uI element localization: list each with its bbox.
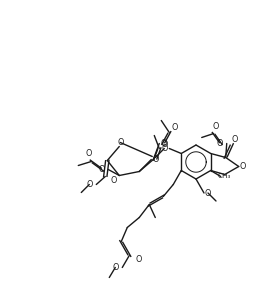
Text: O: O [85, 149, 92, 158]
Text: CH₃: CH₃ [218, 173, 231, 179]
Text: O: O [112, 263, 119, 272]
Text: O: O [152, 155, 158, 164]
Text: O: O [239, 162, 246, 171]
Text: O: O [160, 139, 166, 148]
Text: O: O [161, 144, 167, 153]
Text: O: O [171, 123, 178, 132]
Text: O: O [110, 176, 116, 185]
Text: O: O [117, 138, 123, 147]
Text: O: O [161, 140, 167, 149]
Text: O: O [135, 255, 141, 264]
Text: O: O [217, 139, 223, 148]
Text: O: O [232, 135, 238, 144]
Text: O: O [86, 180, 93, 189]
Text: O: O [212, 122, 219, 131]
Text: O: O [98, 165, 105, 174]
Text: O: O [205, 189, 211, 197]
